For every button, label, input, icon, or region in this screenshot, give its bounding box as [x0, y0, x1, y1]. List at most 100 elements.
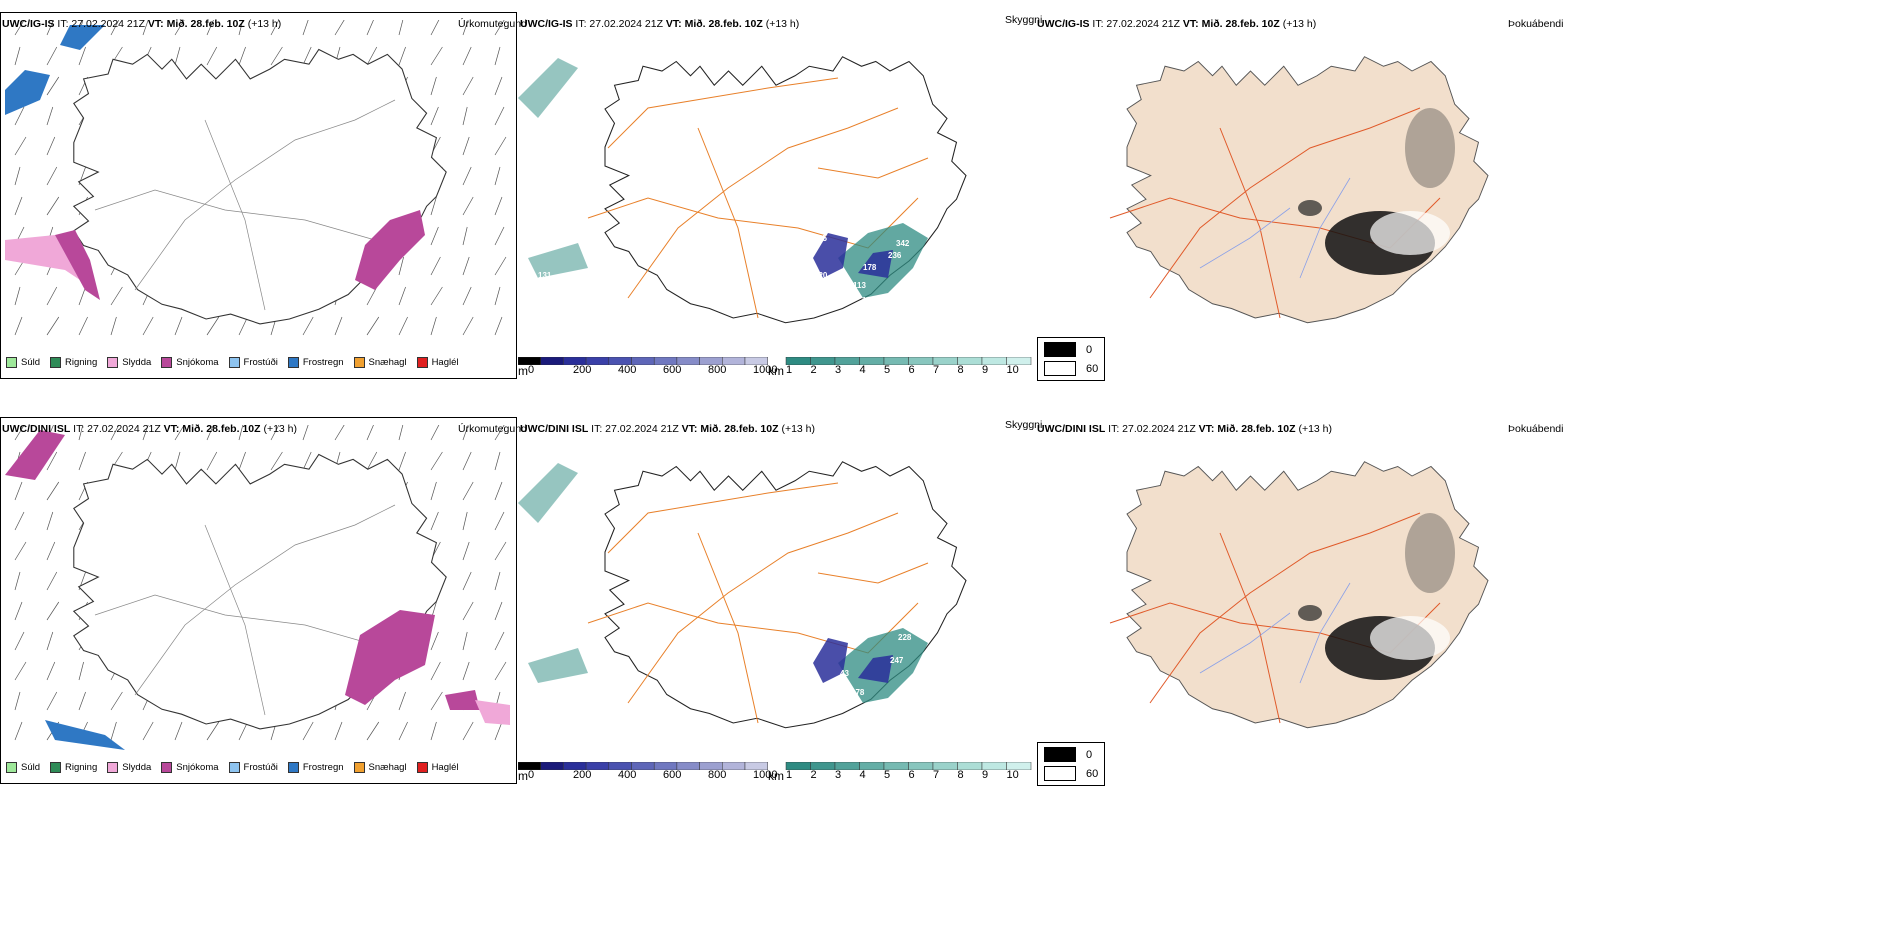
precip-frame [0, 417, 517, 784]
vis-value-label: 236 [888, 251, 902, 260]
panel-header: UWC/DINI ISL IT: 27.02.2024 21Z VT: Mið.… [1037, 423, 1332, 435]
model-name: UWC/DINI ISL [520, 423, 589, 435]
legend-item: Súld [6, 357, 40, 368]
vis-unit-km: km [768, 364, 784, 378]
lead-time: (+13 h) [765, 18, 800, 30]
vis-colorbar-km: km 1 2 3 4 5 6 7 8 9 10 [768, 356, 1033, 378]
init-time: IT: 27.02.2024 21Z [575, 18, 663, 30]
vis-tick-m: 0 [528, 364, 535, 376]
valid-time: VT: Mið. 28.feb. 10Z [1198, 423, 1296, 435]
legend-item: Frostúði [228, 762, 278, 773]
vis-colorbar-m: m 0 200 400 600 800 1000 [517, 356, 777, 378]
legend-item: Súld [6, 762, 40, 773]
legend-label: Slydda [122, 357, 152, 368]
legend-label: Frostúði [243, 762, 278, 773]
legend-item: Snjókoma [161, 762, 219, 773]
snow-area [345, 610, 435, 705]
model-name: UWC/IG-IS [2, 18, 55, 30]
vis-tick-m: 200 [573, 769, 592, 781]
legend-swatch [50, 762, 62, 773]
vis-tick-km: 2 [810, 364, 817, 376]
init-time: IT: 27.02.2024 21Z [1108, 423, 1196, 435]
legend-item: Slydda [107, 762, 151, 773]
iceland-outline [604, 461, 967, 729]
visibility-map: 95 110 120 113 178 236 342 131 160 [518, 56, 967, 324]
low-vis-blue [813, 638, 848, 683]
legend-swatch [161, 357, 173, 368]
legend-item: Snæhagl [353, 357, 407, 368]
init-time: IT: 27.02.2024 21Z [591, 423, 679, 435]
precip-frame [0, 12, 517, 379]
precip-legend: Súld Rigning Slydda Snjókoma Frostúði Frostre… [6, 762, 459, 773]
vis-tick-m: 600 [663, 364, 682, 376]
vis-value-label: 178 [851, 688, 865, 697]
vis-tick-m: 600 [663, 769, 682, 781]
legend-label: Haglél [431, 762, 459, 773]
vis-value-label: 110 [856, 211, 869, 220]
vis-unit-m: m [518, 364, 528, 378]
iceland-outline [72, 48, 447, 325]
vis-tick-m: 1000 [753, 364, 778, 376]
fog-swatch-dark [1044, 342, 1076, 357]
legend-swatch [228, 357, 240, 368]
fog-swatch-dark [1044, 747, 1076, 762]
panel-header: UWC/DINI ISL IT: 27.02.2024 21Z VT: Mið.… [520, 423, 815, 435]
fog-key-label: 0 [1086, 748, 1093, 761]
legend-item: Haglél [416, 762, 459, 773]
panel-type: Úrkomutegund [458, 18, 527, 30]
lead-time: (+13 h) [247, 18, 282, 30]
legend-swatch [416, 762, 428, 773]
vis-tick-km: 9 [982, 769, 989, 781]
vis-tick-km: 5 [884, 769, 891, 781]
legend-label: Haglél [431, 357, 459, 368]
vis-tick-m: 400 [618, 769, 637, 781]
init-time: IT: 27.02.2024 21Z [73, 423, 161, 435]
model-name: UWC/IG-IS [1037, 18, 1090, 30]
panel-type: Skyggni [1005, 419, 1043, 431]
legend-swatch [107, 762, 119, 773]
legend-label: Snæhagl [368, 762, 407, 773]
vis-tick-m: 0 [528, 769, 535, 781]
vis-colorbar-km: km 1 2 3 4 5 6 7 8 9 10 [768, 761, 1033, 783]
panel-header: UWC/IG-IS IT: 27.02.2024 21Z VT: Mið. 28… [2, 18, 281, 30]
init-time: IT: 27.02.2024 21Z [1092, 18, 1180, 30]
precip-panel: Súld Rigning Slydda Snjókoma Frostúði Frostre… [0, 12, 517, 379]
panel-type: Þokuábendi [1508, 423, 1564, 435]
vis-value-label: 43 [840, 669, 849, 678]
legend-swatch [6, 762, 17, 773]
vis-tick-m: 1000 [753, 769, 778, 781]
rivers [1199, 582, 1351, 684]
vis-colorbar-m: m 0 200 400 600 800 1000 [517, 761, 777, 783]
snow-area [355, 210, 425, 290]
lead-time: (+13 h) [1298, 423, 1333, 435]
fog-key: 0 60 [1037, 742, 1106, 786]
iceland-outline [604, 56, 967, 324]
vis-tick-km: 3 [835, 769, 842, 781]
legend-swatch [161, 762, 173, 773]
legend-item: Frostregn [287, 357, 344, 368]
vis-tick-km: 6 [908, 769, 915, 781]
visibility-map: 130 43 247 228 178 [518, 461, 967, 729]
valid-time: VT: Mið. 28.feb. 10Z [147, 18, 245, 30]
legend-item: Slydda [107, 357, 151, 368]
panel-type: Þokuábendi [1508, 18, 1564, 30]
panel-header: UWC/DINI ISL IT: 27.02.2024 21Z VT: Mið.… [2, 423, 297, 435]
vis-value-label: 95 [818, 234, 827, 243]
valid-time: VT: Mið. 28.feb. 10Z [665, 18, 763, 30]
model-name: UWC/DINI ISL [1037, 423, 1106, 435]
legend-label: Frostregn [302, 357, 344, 368]
lead-time: (+13 h) [1282, 18, 1317, 30]
vis-value-label: 113 [853, 281, 866, 290]
fog-key-label: 0 [1086, 343, 1093, 356]
panel-type: Skyggni [1005, 14, 1043, 26]
vis-tick-km: 7 [933, 769, 940, 781]
legend-label: Frostregn [302, 762, 344, 773]
iceland-landmass [1126, 56, 1489, 324]
valid-time: VT: Mið. 28.feb. 10Z [163, 423, 261, 435]
fog-key: 0 60 [1037, 337, 1106, 381]
valid-time: VT: Mið. 28.feb. 10Z [1182, 18, 1280, 30]
vis-value-label: 342 [896, 239, 910, 248]
legend-label: Snjókoma [176, 357, 219, 368]
vis-tick-km: 8 [957, 364, 964, 376]
vis-value-label: 178 [863, 263, 877, 272]
